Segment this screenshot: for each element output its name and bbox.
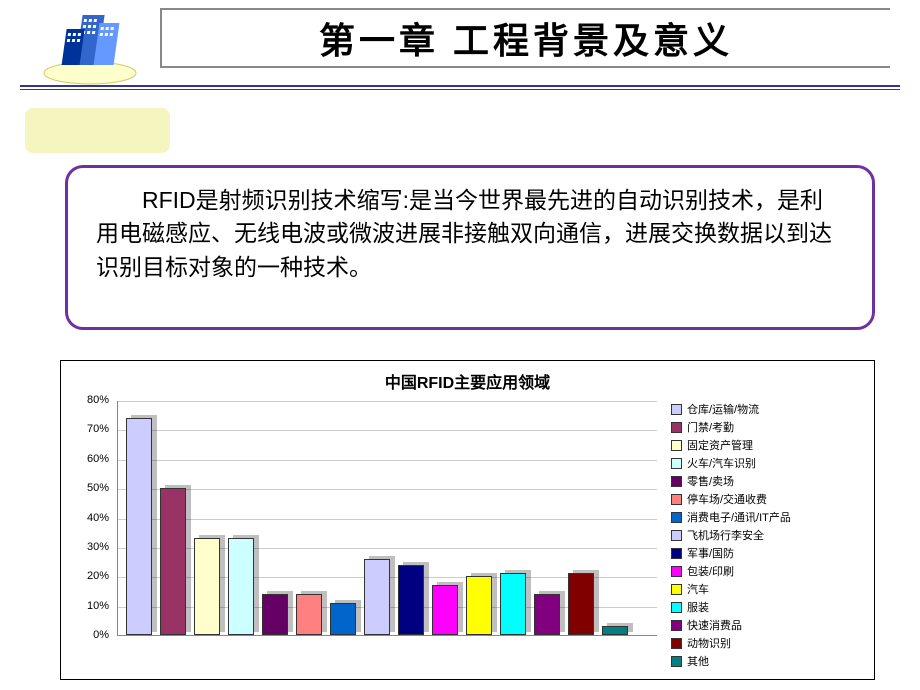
y-axis: 0%10%20%30%40%50%60%70%80%	[71, 396, 113, 636]
y-tick: 80%	[71, 394, 109, 406]
legend-item: 固定资产管理	[671, 437, 861, 453]
legend-item: 零售/卖场	[671, 473, 861, 489]
legend-item: 军事/国防	[671, 545, 861, 561]
legend-label: 服装	[687, 599, 709, 615]
chart-legend: 仓库/运输/物流门禁/考勤固定资产管理火车/汽车识别零售/卖场停车场/交通收费消…	[661, 396, 861, 671]
legend-label: 军事/国防	[687, 545, 734, 561]
legend-item: 动物识别	[671, 635, 861, 651]
legend-swatch	[671, 404, 682, 415]
legend-item: 包装/印刷	[671, 563, 861, 579]
legend-item: 仓库/运输/物流	[671, 401, 861, 417]
chart-body: 0% 10% 20% 30% 40% 50% 60% 70% 80% 仓库/运输/物流门禁/考勤…	[71, 396, 866, 671]
legend-swatch	[671, 620, 682, 631]
y-tick: 70%	[71, 423, 109, 435]
legend-label: 飞机场行李安全	[687, 527, 764, 543]
page-title: 第一章 工程背景及意义	[319, 12, 733, 64]
bar	[602, 626, 628, 635]
bar	[228, 538, 254, 635]
bar	[296, 594, 322, 635]
bar	[126, 418, 152, 635]
legend-swatch	[671, 440, 682, 451]
legend-swatch	[671, 656, 682, 667]
bar	[568, 573, 594, 635]
chart-title: 中国RFID主要应用领域	[61, 361, 874, 393]
legend-swatch	[671, 548, 682, 559]
legend-label: 仓库/运输/物流	[687, 401, 759, 417]
legend-label: 零售/卖场	[687, 473, 734, 489]
y-tick: 20%	[71, 570, 109, 582]
bar	[432, 585, 458, 635]
bar	[466, 576, 492, 635]
bar	[330, 603, 356, 635]
legend-label: 快速消费品	[687, 617, 742, 633]
legend-item: 门禁/考勤	[671, 419, 861, 435]
legend-item: 汽车	[671, 581, 861, 597]
rfid-chart: 中国RFID主要应用领域 0% 10% 20% 30% 40% 50% 60% 70% 80% …	[60, 360, 875, 680]
bar	[262, 594, 288, 635]
legend-swatch	[671, 458, 682, 469]
legend-swatch	[671, 530, 682, 541]
grid-area	[117, 401, 657, 636]
bar	[500, 573, 526, 635]
legend-label: 停车场/交通收费	[687, 491, 767, 507]
y-tick: 60%	[71, 453, 109, 465]
legend-label: 动物识别	[687, 635, 731, 651]
bar	[364, 559, 390, 635]
legend-item: 停车场/交通收费	[671, 491, 861, 507]
legend-item: 快速消费品	[671, 617, 861, 633]
header: 第一章 工程背景及意义	[0, 0, 920, 95]
legend-swatch	[671, 638, 682, 649]
legend-item: 飞机场行李安全	[671, 527, 861, 543]
legend-swatch	[671, 422, 682, 433]
bar	[160, 488, 186, 635]
y-tick: 10%	[71, 600, 109, 612]
legend-item: 火车/汽车识别	[671, 455, 861, 471]
yellow-placeholder-box	[25, 108, 170, 153]
header-divider	[20, 85, 900, 87]
legend-label: 其他	[687, 653, 709, 669]
bars-group	[126, 400, 651, 635]
building-icon	[40, 5, 140, 85]
bar	[534, 594, 560, 635]
bar	[398, 565, 424, 636]
legend-label: 包装/印刷	[687, 563, 734, 579]
legend-label: 门禁/考勤	[687, 419, 734, 435]
y-tick: 0%	[71, 629, 109, 641]
legend-label: 固定资产管理	[687, 437, 753, 453]
description-box: RFID是射频识别技术缩写:是当今世界最先进的自动识别技术，是利用电磁感应、无线…	[65, 165, 875, 330]
bar	[194, 538, 220, 635]
legend-item: 其他	[671, 653, 861, 669]
legend-swatch	[671, 566, 682, 577]
legend-label: 火车/汽车识别	[687, 455, 756, 471]
title-box: 第一章 工程背景及意义	[160, 8, 890, 68]
legend-item: 消费电子/通讯/IT产品	[671, 509, 861, 525]
legend-swatch	[671, 476, 682, 487]
legend-label: 汽车	[687, 581, 709, 597]
description-text: RFID是射频识别技术缩写:是当今世界最先进的自动识别技术，是利用电磁感应、无线…	[96, 184, 844, 284]
legend-swatch	[671, 494, 682, 505]
legend-swatch	[671, 584, 682, 595]
y-tick: 50%	[71, 482, 109, 494]
legend-label: 消费电子/通讯/IT产品	[687, 509, 791, 525]
y-tick: 40%	[71, 512, 109, 524]
plot-area: 0% 10% 20% 30% 40% 50% 60% 70% 80%	[71, 396, 661, 656]
legend-swatch	[671, 602, 682, 613]
legend-item: 服装	[671, 599, 861, 615]
legend-swatch	[671, 512, 682, 523]
y-tick: 30%	[71, 541, 109, 553]
